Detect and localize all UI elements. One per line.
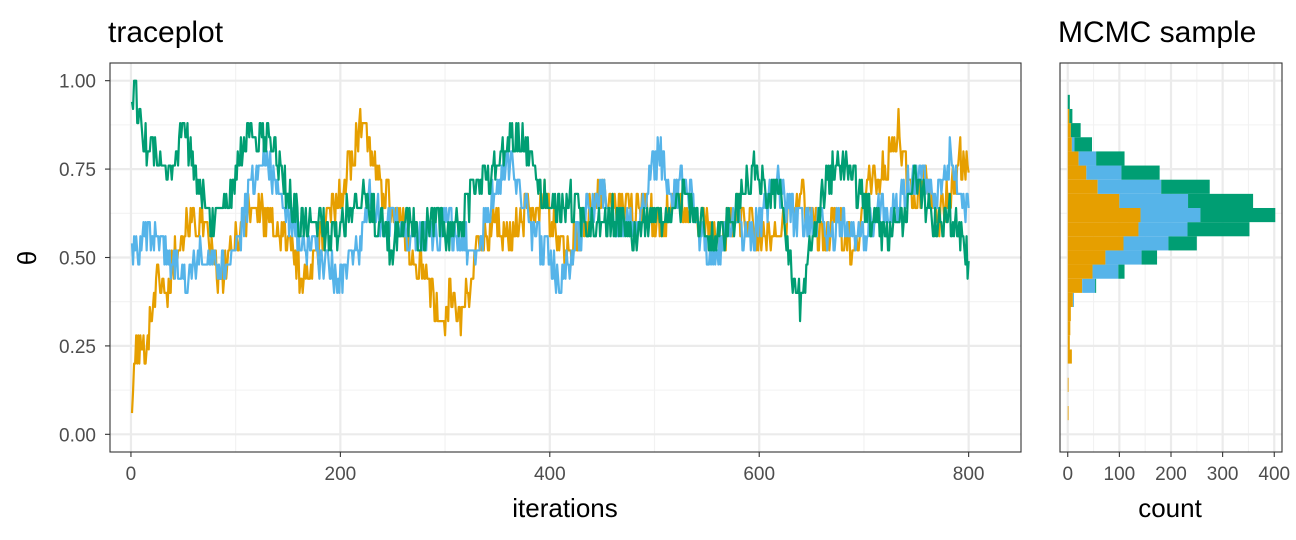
x-tick-label: 0	[126, 464, 137, 485]
x-tick-label: 200	[1155, 464, 1187, 485]
x-tick-label: 400	[1258, 464, 1290, 485]
histogram-bar-chain-3	[1168, 236, 1197, 251]
histogram-x-axis: 0 100 200 300 400	[1062, 452, 1290, 485]
traceplot-series	[130, 79, 970, 414]
histogram-bar-chain-1	[1067, 377, 1069, 392]
traceplot-x-axis-label: iterations	[512, 493, 618, 523]
histogram-bar-chain-1	[1067, 165, 1087, 180]
traceplot-x-axis: 0 200 400 600 800	[126, 452, 985, 485]
histogram-bar-chain-1	[1067, 264, 1093, 279]
y-tick-label: 0.50	[59, 249, 96, 270]
histogram-panel: MCMC sample 0 100 200 300 400 count	[1058, 16, 1290, 523]
histogram-x-axis-label: count	[1138, 493, 1202, 523]
histogram-bar-chain-2	[1071, 137, 1075, 152]
histogram-bar-chain-2	[1138, 222, 1188, 237]
histogram-bar-chain-1	[1067, 151, 1079, 166]
histogram-bars	[1067, 94, 1276, 421]
histogram-bar-chain-1	[1067, 250, 1106, 265]
histogram-bar-chain-3	[1200, 207, 1276, 223]
histogram-bar-chain-2	[1078, 151, 1097, 166]
histogram-bar-chain-1	[1067, 335, 1070, 350]
y-tick-label: 0.25	[59, 337, 96, 358]
histogram-bar-chain-2	[1119, 193, 1189, 208]
histogram-bar-chain-1	[1067, 349, 1072, 364]
x-tick-label: 100	[1104, 464, 1136, 485]
histogram-bar-chain-3	[1141, 250, 1158, 265]
x-tick-label: 800	[953, 464, 985, 485]
trace-line-chain-3	[130, 79, 970, 323]
traceplot-y-axis-label: θ	[12, 251, 42, 265]
histogram-bar-chain-3	[1074, 137, 1093, 152]
histogram-bar-chain-2	[1072, 292, 1074, 308]
x-tick-label: 400	[534, 464, 566, 485]
y-tick-label: 0.75	[59, 160, 96, 181]
histogram-bar-chain-2	[1082, 278, 1096, 293]
histogram-bar-chain-1	[1067, 321, 1071, 336]
histogram-bar-chain-3	[1161, 179, 1210, 194]
trace-line-chain-1	[130, 107, 970, 414]
x-tick-label: 200	[325, 464, 357, 485]
histogram-bar-chain-2	[1140, 207, 1201, 223]
histogram-bar-chain-1	[1067, 207, 1141, 223]
histogram-bar-chain-1	[1067, 108, 1070, 124]
histogram-bar-chain-1	[1067, 222, 1139, 237]
trace-line-chain-2	[130, 136, 970, 294]
histogram-bar-chain-1	[1067, 236, 1124, 251]
histogram-bar-chain-2	[1097, 179, 1162, 194]
histogram-bar-chain-2	[1123, 236, 1169, 251]
histogram-bar-chain-3	[1069, 108, 1073, 124]
histogram-bar-chain-3	[1096, 151, 1125, 166]
y-tick-label: 1.00	[59, 72, 96, 93]
histogram-bar-chain-1	[1067, 123, 1071, 138]
histogram-bar-chain-3	[1070, 123, 1081, 138]
histogram-bar-chain-1	[1067, 193, 1120, 208]
histogram-bar-chain-1	[1067, 137, 1072, 152]
histogram-bar-chain-2	[1105, 250, 1142, 265]
histogram-bar-chain-1	[1067, 307, 1071, 322]
traceplot-grid	[110, 63, 1021, 452]
histogram-bar-chain-1	[1067, 406, 1069, 421]
histogram-bar-chain-2	[1086, 165, 1122, 180]
traceplot-y-axis: 0.00 0.25 0.50 0.75 1.00	[59, 72, 110, 446]
traceplot-title: traceplot	[108, 16, 224, 49]
histogram-bar-chain-3	[1121, 165, 1160, 180]
histogram-bar-chain-3	[1095, 278, 1097, 293]
histogram-bar-chain-1	[1067, 292, 1073, 308]
histogram-bar-chain-3	[1118, 264, 1125, 279]
histogram-title: MCMC sample	[1058, 16, 1256, 49]
x-tick-label: 300	[1207, 464, 1239, 485]
histogram-bar-chain-2	[1092, 264, 1119, 279]
histogram-bar-chain-3	[1187, 222, 1250, 237]
histogram-bar-chain-3	[1188, 193, 1254, 208]
y-tick-label: 0.00	[59, 425, 96, 446]
traceplot-panel: traceplot 0.00 0.25 0.50 0.75 1.00 0 200 400 60…	[12, 16, 1022, 523]
x-tick-label: 0	[1062, 464, 1073, 485]
histogram-bar-chain-1	[1067, 278, 1083, 293]
histogram-bar-chain-3	[1067, 94, 1070, 109]
histogram-bar-chain-1	[1067, 179, 1098, 194]
x-tick-label: 600	[743, 464, 775, 485]
